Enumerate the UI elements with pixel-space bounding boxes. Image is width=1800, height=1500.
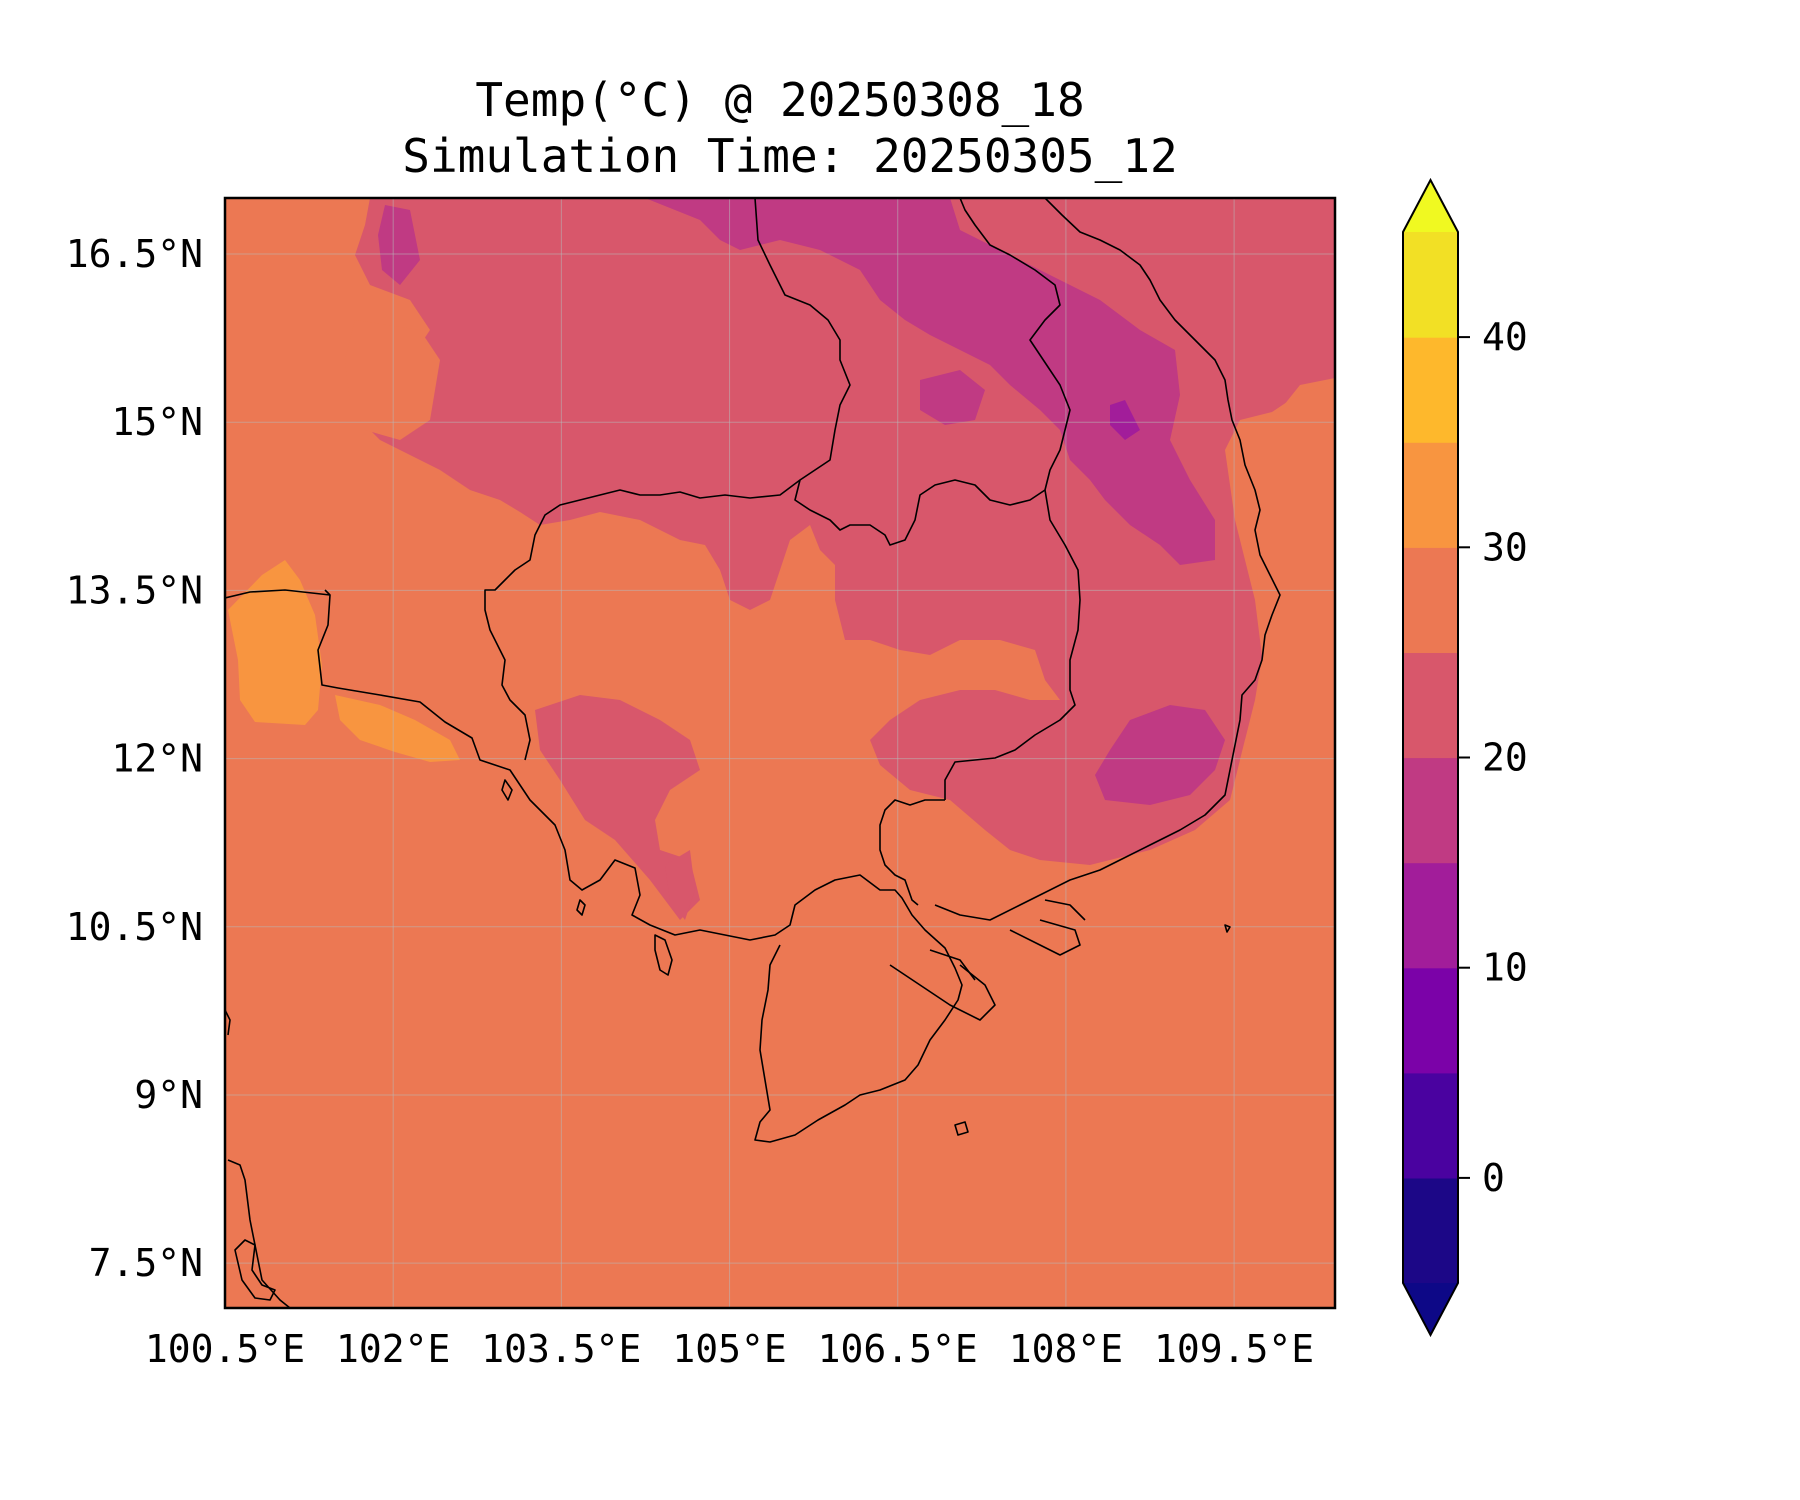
field-patch-10-15 xyxy=(1110,400,1140,440)
colorbar-segment xyxy=(1403,967,1458,1074)
field-patch-20-25-west xyxy=(535,695,700,920)
field-patch-25-30-thai xyxy=(345,320,440,440)
y-tick-label: 13.5°N xyxy=(66,568,203,612)
map-frame xyxy=(223,196,1337,1310)
field-patch-20-25-south xyxy=(665,850,695,920)
x-tick-label: 108°E xyxy=(1009,1327,1123,1371)
colorbar-tick-label: 20 xyxy=(1482,736,1528,780)
x-tick-label: 106.5°E xyxy=(818,1327,978,1371)
field-patch-30-35-bangkok xyxy=(228,560,322,725)
colorbar-segment xyxy=(1403,862,1458,969)
y-tick-label: 16.5°N xyxy=(66,232,203,276)
colorbar-segment xyxy=(1403,337,1458,443)
field-patch-30-35-coast xyxy=(335,695,460,762)
y-tick-label: 15°N xyxy=(111,400,203,444)
y-axis-ticks: 16.5°N 15°N 13.5°N 12°N 10.5°N 9°N 7.5°N xyxy=(66,232,203,1285)
x-axis-ticks: 100.5°E 102°E 103.5°E 105°E 106.5°E 108°E 109.… xyxy=(145,1327,1314,1371)
x-tick-label: 105°E xyxy=(672,1327,786,1371)
map-title-line1: Temp(°C) @ 20250308_18 xyxy=(475,73,1084,127)
colorbar-segment xyxy=(1403,1177,1458,1284)
colorbar-segment xyxy=(1403,757,1458,864)
colorbar-segment xyxy=(1403,547,1458,653)
colorbar-tick-label: 40 xyxy=(1482,315,1528,359)
y-tick-label: 7.5°N xyxy=(89,1241,203,1285)
colorbar: 0 10 20 30 40 xyxy=(1402,177,1528,1338)
colorbar-segment xyxy=(1403,442,1458,548)
colorbar-extend-max xyxy=(1403,180,1458,232)
field-patch-15-20-se xyxy=(1095,705,1225,805)
map-gridlines xyxy=(225,198,1335,1308)
coastlines-borders xyxy=(225,198,1281,1308)
colorbar-segment xyxy=(1403,652,1458,759)
field-patch-15-20-nw xyxy=(378,205,420,285)
x-tick-label: 109.5°E xyxy=(1154,1327,1314,1371)
field-patch-25-30-east xyxy=(1240,380,1335,1308)
colorbar-segment xyxy=(1403,232,1458,338)
y-tick-label: 12°N xyxy=(111,737,203,781)
x-tick-label: 100.5°E xyxy=(145,1327,305,1371)
colorbar-outline xyxy=(1402,177,1459,1338)
colorbar-tick-label: 10 xyxy=(1482,946,1528,990)
field-patch-15-20-north xyxy=(645,198,1215,565)
map-title-line2: Simulation Time: 20250305_12 xyxy=(402,129,1177,183)
x-tick-label: 102°E xyxy=(336,1327,450,1371)
colorbar-tick-label: 30 xyxy=(1482,525,1528,569)
x-tick-label: 103.5°E xyxy=(481,1327,641,1371)
y-tick-label: 9°N xyxy=(134,1073,203,1117)
colorbar-segment xyxy=(1403,1072,1458,1179)
map-panel xyxy=(225,198,1335,1308)
y-tick-label: 10.5°N xyxy=(66,905,203,949)
field-patch-15-20-laos xyxy=(920,370,985,425)
colorbar-extend-min xyxy=(1403,1283,1458,1335)
colorbar-tick-label: 0 xyxy=(1482,1156,1505,1200)
